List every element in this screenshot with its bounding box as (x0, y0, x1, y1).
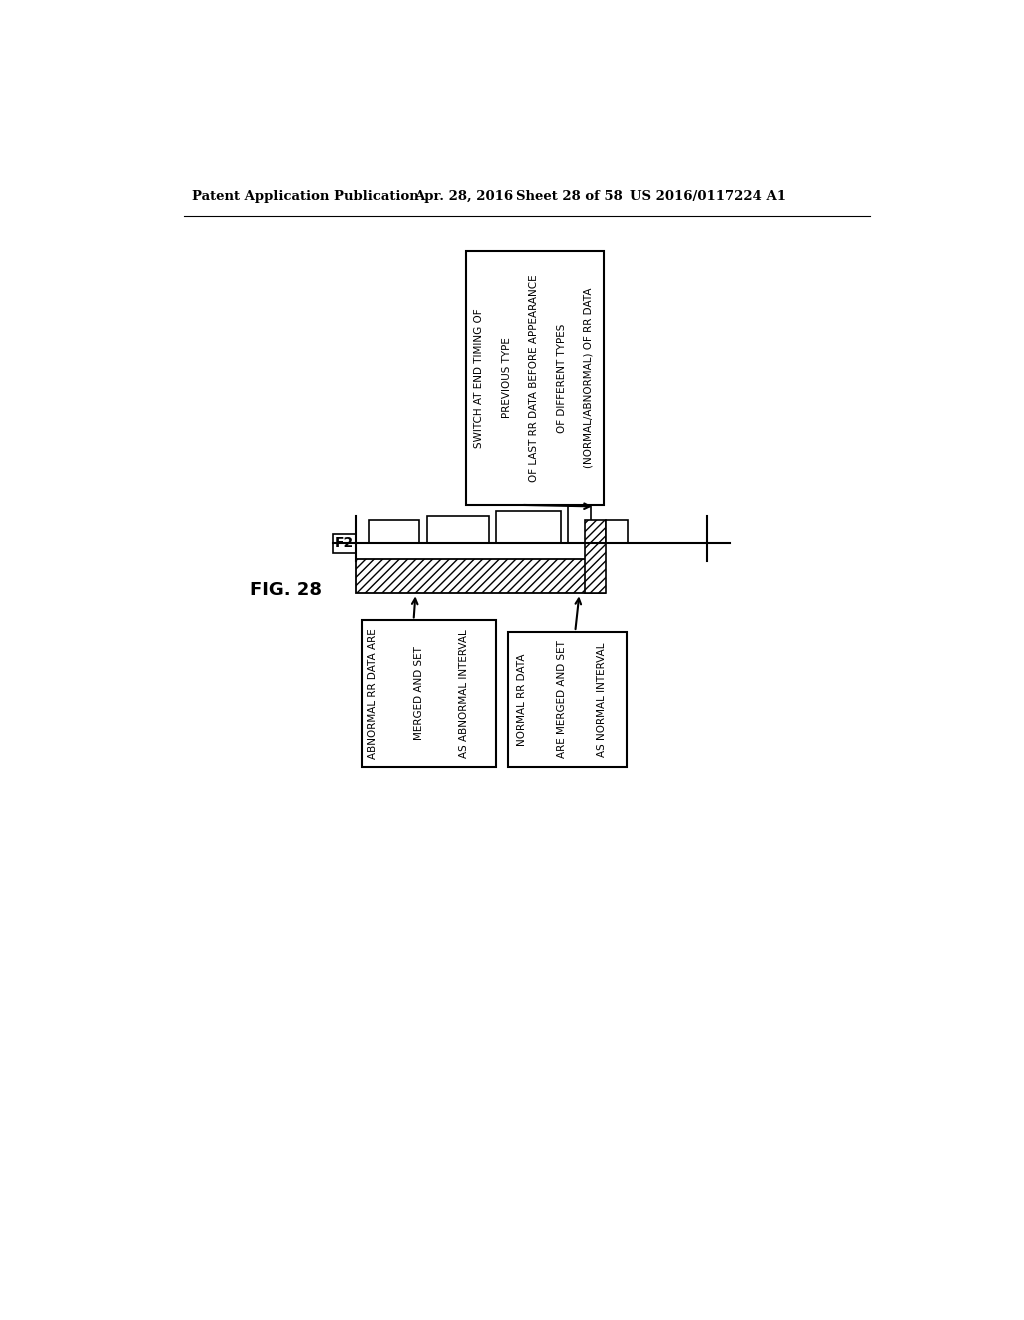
Text: AS NORMAL INTERVAL: AS NORMAL INTERVAL (597, 642, 606, 756)
Bar (568, 507, 591, 544)
Text: Patent Application Publication: Patent Application Publication (193, 190, 419, 203)
Text: PREVIOUS TYPE: PREVIOUS TYPE (502, 338, 512, 418)
Text: US 2016/0117224 A1: US 2016/0117224 A1 (630, 190, 785, 203)
Text: SWITCH AT END TIMING OF: SWITCH AT END TIMING OF (474, 308, 484, 447)
Text: MERGED AND SET: MERGED AND SET (414, 647, 424, 741)
Text: (NORMAL/ABNORMAL) OF RR DATA: (NORMAL/ABNORMAL) OF RR DATA (584, 288, 594, 469)
Bar (427, 516, 488, 544)
Bar (333, 533, 356, 553)
Text: F2: F2 (335, 536, 354, 550)
Text: Apr. 28, 2016: Apr. 28, 2016 (414, 190, 513, 203)
Bar (606, 520, 628, 544)
Text: Sheet 28 of 58: Sheet 28 of 58 (515, 190, 623, 203)
Text: OF LAST RR DATA BEFORE APPEARANCE: OF LAST RR DATA BEFORE APPEARANCE (529, 275, 539, 482)
Text: FIG. 28: FIG. 28 (250, 581, 322, 598)
Text: ABNORMAL RR DATA ARE: ABNORMAL RR DATA ARE (368, 628, 378, 759)
Bar (361, 620, 497, 767)
Bar (356, 558, 605, 594)
Text: OF DIFFERENT TYPES: OF DIFFERENT TYPES (556, 323, 566, 433)
Bar (466, 251, 604, 506)
Text: AS ABNORMAL INTERVAL: AS ABNORMAL INTERVAL (460, 630, 469, 758)
Bar (585, 520, 606, 594)
Text: ARE MERGED AND SET: ARE MERGED AND SET (557, 640, 566, 758)
Bar (370, 520, 419, 544)
Bar (496, 511, 561, 544)
Text: NORMAL RR DATA: NORMAL RR DATA (517, 653, 526, 746)
Bar (508, 632, 628, 767)
